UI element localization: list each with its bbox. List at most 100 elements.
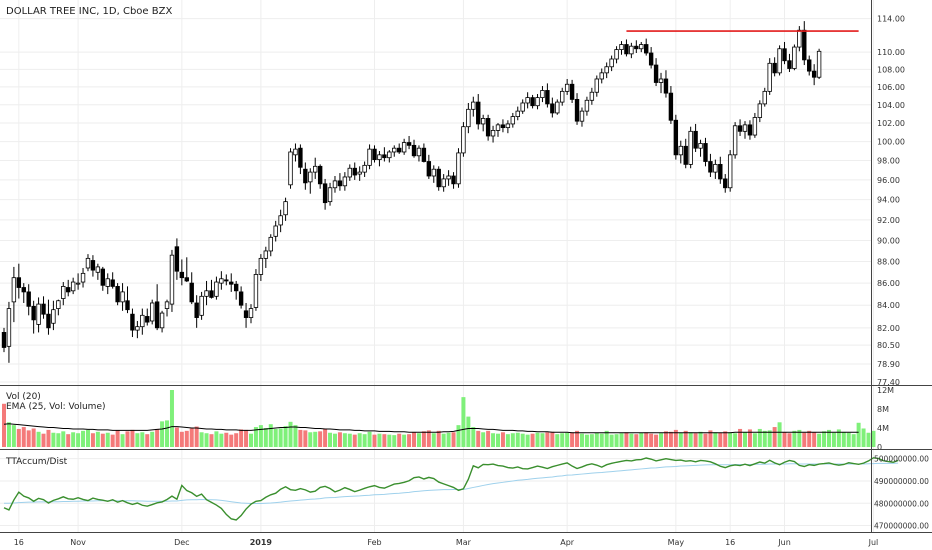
candle[interactable] bbox=[718, 156, 723, 184]
volume-bar[interactable] bbox=[387, 434, 392, 447]
volume-bar[interactable] bbox=[56, 433, 61, 447]
volume-bar[interactable] bbox=[357, 433, 362, 447]
volume-bar[interactable] bbox=[520, 433, 525, 447]
volume-bar[interactable] bbox=[421, 431, 426, 447]
volume-bar[interactable] bbox=[283, 426, 288, 447]
volume-bar[interactable] bbox=[165, 420, 170, 447]
volume-bar[interactable] bbox=[698, 431, 703, 447]
candle[interactable] bbox=[238, 286, 244, 309]
volume-bar[interactable] bbox=[659, 433, 664, 447]
volume-bar[interactable] bbox=[535, 432, 540, 447]
candle[interactable] bbox=[678, 140, 683, 164]
candle[interactable] bbox=[436, 166, 441, 191]
candle[interactable] bbox=[752, 112, 758, 138]
candle[interactable] bbox=[347, 164, 352, 181]
candle[interactable] bbox=[90, 255, 96, 277]
volume-bar[interactable] bbox=[95, 431, 100, 447]
volume-bar[interactable] bbox=[743, 432, 747, 447]
candle[interactable] bbox=[46, 299, 51, 335]
candle[interactable] bbox=[387, 150, 392, 163]
candle[interactable] bbox=[377, 151, 382, 167]
volume-ema-line[interactable] bbox=[3, 423, 859, 434]
volume-bar[interactable] bbox=[629, 433, 634, 447]
volume-bar[interactable] bbox=[496, 433, 500, 447]
volume-bar[interactable] bbox=[234, 433, 239, 447]
candle[interactable] bbox=[174, 238, 180, 280]
candle[interactable] bbox=[772, 57, 777, 77]
candle[interactable] bbox=[525, 92, 530, 109]
volume-bar[interactable] bbox=[120, 434, 125, 447]
volume-bar[interactable] bbox=[249, 433, 253, 447]
volume-bar[interactable] bbox=[807, 430, 812, 447]
volume-bar[interactable] bbox=[426, 430, 431, 447]
volume-bar[interactable] bbox=[594, 432, 599, 447]
candle[interactable] bbox=[441, 174, 446, 192]
candle[interactable] bbox=[273, 220, 278, 242]
candle[interactable] bbox=[545, 83, 550, 108]
volume-bar[interactable] bbox=[140, 432, 145, 447]
candle[interactable] bbox=[609, 55, 614, 72]
candle[interactable] bbox=[357, 166, 362, 181]
volume-bar[interactable] bbox=[584, 434, 589, 447]
volume-bar[interactable] bbox=[451, 432, 456, 447]
candle[interactable] bbox=[303, 162, 308, 190]
volume-bar[interactable] bbox=[179, 431, 184, 447]
volume-bar[interactable] bbox=[762, 430, 767, 447]
candle[interactable] bbox=[411, 139, 417, 158]
volume-bar[interactable] bbox=[614, 434, 619, 447]
volume-bar[interactable] bbox=[115, 430, 120, 447]
volume-bar[interactable] bbox=[565, 432, 570, 447]
candle[interactable] bbox=[658, 72, 664, 94]
candle[interactable] bbox=[337, 173, 343, 191]
candle[interactable] bbox=[485, 114, 491, 141]
candle[interactable] bbox=[149, 299, 155, 325]
candle[interactable] bbox=[243, 302, 249, 328]
volume-bar[interactable] bbox=[214, 431, 219, 447]
volume-bar[interactable] bbox=[589, 434, 594, 447]
candle[interactable] bbox=[550, 97, 555, 118]
candle[interactable] bbox=[648, 47, 654, 69]
candle[interactable] bbox=[6, 301, 12, 363]
candle[interactable] bbox=[431, 165, 436, 183]
candle[interactable] bbox=[614, 46, 619, 64]
candle[interactable] bbox=[703, 137, 708, 167]
candle[interactable] bbox=[530, 94, 535, 109]
candle[interactable] bbox=[787, 53, 792, 72]
volume-bar[interactable] bbox=[693, 433, 698, 447]
candle[interactable] bbox=[36, 297, 41, 333]
candle[interactable] bbox=[66, 279, 71, 297]
volume-bar[interactable] bbox=[229, 434, 234, 447]
volume-bar[interactable] bbox=[31, 428, 36, 447]
volume-bar[interactable] bbox=[826, 429, 831, 447]
candle[interactable] bbox=[579, 107, 585, 127]
candle[interactable] bbox=[782, 41, 787, 65]
candle[interactable] bbox=[555, 99, 560, 115]
volume-bar[interactable] bbox=[332, 433, 337, 447]
volume-bar[interactable] bbox=[298, 429, 303, 447]
volume-bar[interactable] bbox=[199, 432, 204, 447]
volume-bar[interactable] bbox=[26, 430, 31, 447]
volume-bar[interactable] bbox=[654, 434, 659, 447]
candle[interactable] bbox=[253, 269, 259, 311]
volume-bar[interactable] bbox=[846, 432, 851, 447]
candle[interactable] bbox=[233, 280, 239, 300]
volume-bar[interactable] bbox=[476, 430, 481, 447]
candle[interactable] bbox=[456, 148, 461, 188]
candle[interactable] bbox=[644, 38, 649, 56]
candle[interactable] bbox=[145, 308, 150, 326]
candle[interactable] bbox=[693, 123, 698, 152]
volume-bar[interactable] bbox=[150, 431, 155, 447]
candle[interactable] bbox=[258, 254, 264, 281]
candle[interactable] bbox=[663, 70, 669, 98]
volume-bar[interactable] bbox=[639, 432, 644, 447]
candle[interactable] bbox=[313, 157, 318, 179]
volume-bar[interactable] bbox=[145, 434, 150, 447]
candle[interactable] bbox=[604, 62, 609, 79]
volume-bar[interactable] bbox=[713, 432, 718, 447]
volume-bar[interactable] bbox=[51, 432, 56, 447]
volume-bar[interactable] bbox=[323, 428, 328, 447]
candle[interactable] bbox=[560, 87, 565, 106]
candle[interactable] bbox=[490, 125, 496, 143]
volume-bar[interactable] bbox=[624, 432, 629, 447]
